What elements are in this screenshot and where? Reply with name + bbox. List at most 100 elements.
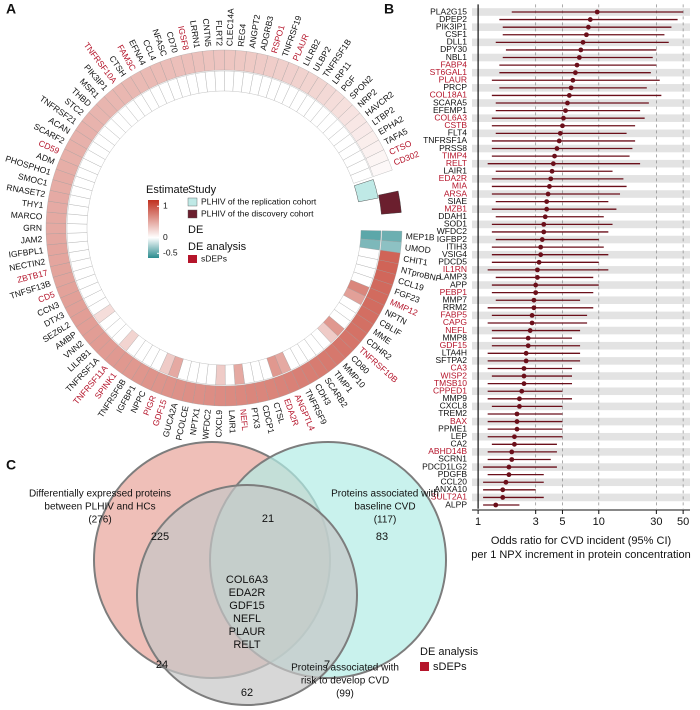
x-tick-label: 30 bbox=[650, 516, 662, 528]
row-band bbox=[472, 493, 690, 502]
row-label: DPY30 bbox=[440, 44, 467, 54]
row-label: TREM2 bbox=[438, 408, 467, 418]
point bbox=[568, 85, 574, 91]
point bbox=[538, 244, 544, 250]
x-axis-label: per 1 NPX increment in protein concentra… bbox=[471, 549, 691, 561]
gene-label: NEFL bbox=[238, 408, 250, 431]
row-label: TIMP4 bbox=[442, 150, 467, 160]
point bbox=[514, 411, 520, 417]
point bbox=[517, 404, 522, 409]
row-label: PDCD1LG2 bbox=[422, 461, 467, 471]
heatmap-cell bbox=[224, 49, 236, 71]
row-label: EDA2R bbox=[439, 173, 467, 183]
point bbox=[552, 153, 557, 159]
row-label: RELT bbox=[446, 158, 467, 168]
row-label: FLT4 bbox=[448, 128, 467, 138]
row-label: TNFRSF1A bbox=[423, 135, 467, 145]
row-label: NEFL bbox=[445, 325, 467, 335]
heatmap-cell bbox=[45, 222, 67, 235]
point bbox=[587, 17, 593, 22]
row-band bbox=[472, 478, 690, 487]
row-label: TMSB10 bbox=[434, 378, 467, 388]
point bbox=[519, 388, 525, 394]
intersection-protein: NEFL bbox=[233, 613, 261, 625]
row-label: SULT2A1 bbox=[431, 492, 467, 502]
row-label: LAIR1 bbox=[443, 166, 467, 176]
row-band bbox=[472, 463, 690, 471]
point bbox=[514, 426, 520, 432]
gene-label: JAM2 bbox=[20, 234, 43, 245]
row-label: FABP5 bbox=[441, 310, 468, 320]
row-label: MZB1 bbox=[444, 203, 467, 213]
point bbox=[560, 123, 565, 129]
heatmap-cell bbox=[360, 230, 382, 241]
point bbox=[550, 161, 556, 167]
row-band bbox=[472, 341, 690, 350]
empty-cell bbox=[224, 70, 235, 92]
row-label: PEBP1 bbox=[440, 287, 468, 297]
row-band bbox=[472, 402, 690, 411]
x-tick-label: 10 bbox=[593, 516, 605, 528]
point bbox=[521, 373, 527, 379]
set-label: (99) bbox=[336, 689, 354, 700]
row-label: RRM2 bbox=[443, 302, 467, 312]
legend-title: DE analysis bbox=[420, 646, 479, 658]
heatmap-cell bbox=[381, 230, 403, 243]
point bbox=[525, 343, 531, 349]
point bbox=[544, 206, 550, 212]
region-count: 62 bbox=[241, 687, 253, 699]
point bbox=[565, 100, 570, 106]
legend-swatch bbox=[187, 209, 198, 219]
row-label: ITIH3 bbox=[446, 241, 467, 251]
point bbox=[542, 214, 548, 220]
gene-label: THY1 bbox=[21, 198, 44, 211]
point bbox=[578, 47, 584, 53]
point bbox=[500, 487, 506, 493]
intersection-protein: PLAUR bbox=[229, 626, 266, 638]
row-label: NBL1 bbox=[446, 52, 468, 62]
point bbox=[521, 366, 527, 371]
study-tile bbox=[354, 179, 379, 203]
row-band bbox=[472, 357, 690, 365]
set-circle bbox=[136, 484, 358, 706]
point bbox=[563, 108, 568, 113]
point bbox=[493, 502, 499, 508]
row-label: PLAUR bbox=[439, 75, 467, 85]
colorbar bbox=[148, 200, 159, 258]
row-label: SFTPA2 bbox=[436, 355, 468, 365]
row-label: CAPG bbox=[443, 317, 467, 327]
gene-label: WFDC2 bbox=[200, 409, 213, 440]
point bbox=[531, 297, 537, 303]
set-label: (276) bbox=[88, 515, 111, 526]
legend-title: DE bbox=[188, 224, 203, 236]
row-label: LTA4H bbox=[442, 348, 467, 358]
set-label: Proteins associated with bbox=[291, 663, 399, 674]
point bbox=[561, 115, 566, 121]
point bbox=[531, 305, 537, 311]
row-label: FABP4 bbox=[441, 59, 468, 69]
row-label: CXCL8 bbox=[440, 401, 468, 411]
gene-label: NPTX1 bbox=[188, 407, 202, 436]
point bbox=[512, 441, 517, 447]
point bbox=[549, 168, 555, 174]
set-label: risk to develop CVD bbox=[301, 676, 389, 687]
row-label: PPME1 bbox=[438, 423, 467, 433]
point bbox=[548, 176, 554, 182]
point bbox=[572, 70, 578, 76]
row-label: PDCD5 bbox=[438, 257, 467, 267]
point bbox=[506, 472, 512, 478]
colorbar-tick-label: 0 bbox=[163, 232, 168, 242]
gene-label: MEP1B bbox=[406, 231, 436, 242]
row-label: MMP9 bbox=[442, 393, 467, 403]
row-label: MMP8 bbox=[442, 332, 467, 342]
legend-swatch bbox=[187, 197, 198, 207]
x-axis-label: Odds ratio for CVD incident (95% CI) bbox=[491, 535, 671, 547]
point bbox=[547, 184, 552, 189]
row-band bbox=[472, 448, 690, 456]
point bbox=[517, 396, 522, 402]
gene-label: LAIR1 bbox=[227, 410, 238, 434]
colorbar-tick-label: 1 bbox=[163, 201, 168, 211]
point bbox=[566, 93, 572, 98]
row-band bbox=[472, 372, 690, 380]
